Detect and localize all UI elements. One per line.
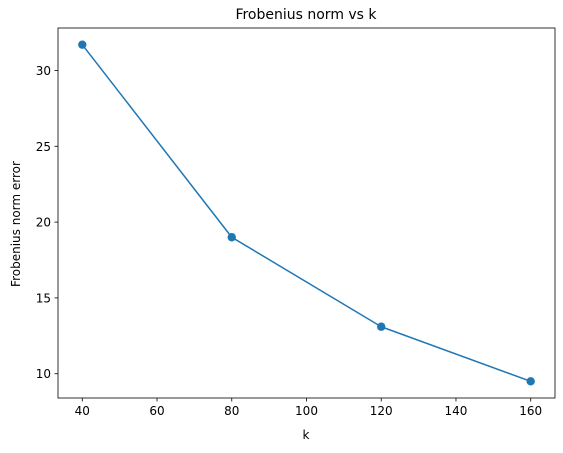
x-tick-label-80: 80 [224, 404, 239, 418]
x-tick-label-140: 140 [445, 404, 468, 418]
x-tick-label-120: 120 [370, 404, 393, 418]
plot-area: 40 60 80 100 120 140 160 10 15 20 25 30 [36, 27, 556, 418]
data-point-120 [377, 322, 386, 331]
chart-title: Frobenius norm vs k [235, 7, 377, 23]
y-tick-label-20: 20 [36, 216, 51, 230]
x-tick-label-100: 100 [295, 404, 318, 418]
data-point-80 [227, 233, 236, 242]
y-tick-label-10: 10 [36, 367, 51, 381]
data-point-40 [78, 40, 87, 49]
series-line-0 [81, 44, 531, 383]
y-axis-label: Frobenius norm error [9, 161, 23, 287]
y-tick-label-15: 15 [36, 291, 51, 305]
x-tick-label-160: 160 [519, 404, 542, 418]
x-tick-label-60: 60 [149, 404, 164, 418]
axes-frame [57, 27, 556, 399]
y-tick-label-30: 30 [36, 64, 51, 78]
y-tick-label-25: 25 [36, 140, 51, 154]
x-axis-label: k [303, 428, 310, 442]
x-tick-label-40: 40 [75, 404, 90, 418]
data-point-160 [526, 377, 535, 386]
